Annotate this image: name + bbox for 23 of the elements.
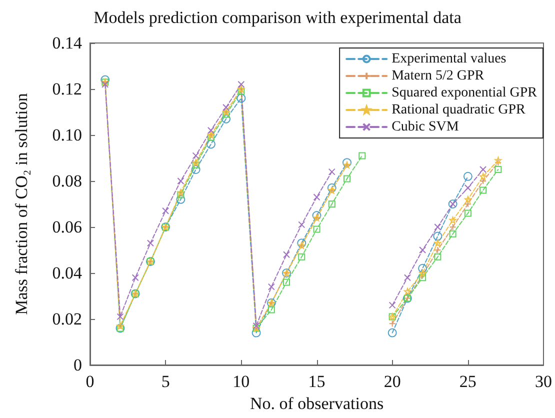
x-tick-label: 15 (308, 372, 326, 391)
legend-label: Squared exponential GPR (392, 86, 538, 100)
y-tick-label: 0 (74, 356, 82, 374)
x-tick-label: 20 (384, 372, 401, 391)
x-axis-title: No. of observations (250, 394, 384, 413)
y-tick-label: 0.06 (52, 218, 82, 236)
legend-label: Experimental values (392, 52, 506, 66)
y-axis-title: Mass fraction of CO₂ in solution (12, 92, 31, 315)
x-tick-label: 5 (161, 372, 170, 391)
x-tick-label: 0 (86, 372, 94, 391)
x-tick-label: 25 (459, 372, 476, 391)
x-tick-label: 10 (232, 372, 250, 391)
y-tick-label: 0.10 (52, 126, 82, 144)
y-tick-label: 0.04 (52, 264, 82, 282)
x-tick-label: 30 (535, 372, 552, 391)
chart-title: Models prediction comparison with experimental data (94, 8, 462, 27)
y-tick-label: 0.12 (52, 80, 82, 98)
legend-label: Rational quadratic GPR (392, 102, 526, 118)
y-tick-label: 0.08 (52, 172, 82, 190)
y-tick-label: 0.02 (52, 310, 82, 328)
legend-label: Cubic SVM (392, 120, 460, 134)
legend-label: Matern 5/2 GPR (392, 68, 485, 84)
y-tick-label: 0.14 (52, 34, 82, 52)
